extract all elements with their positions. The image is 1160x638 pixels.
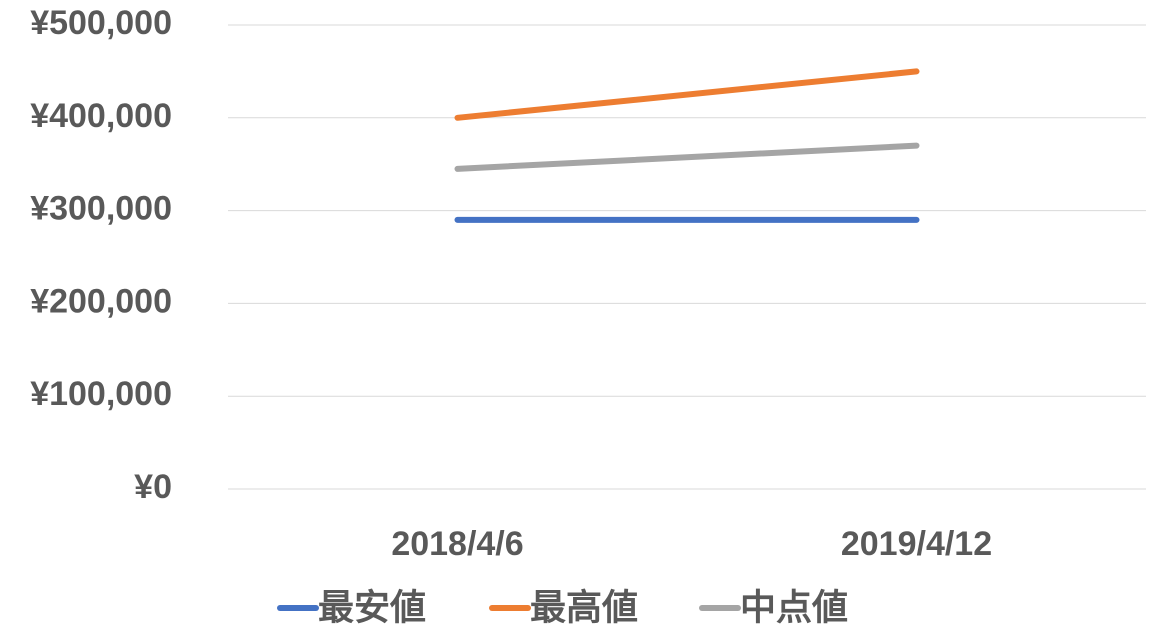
y-tick-label: ¥500,000 (30, 4, 172, 42)
x-tick-label: 2018/4/6 (391, 525, 523, 563)
legend-label: 最高値 (530, 587, 638, 628)
legend-label: 中点値 (740, 587, 848, 628)
x-tick-label: 2019/4/12 (841, 525, 992, 563)
y-tick-label: ¥0 (134, 468, 172, 506)
series-line (454, 142, 920, 172)
y-tick-label: ¥300,000 (30, 190, 172, 228)
series-line (454, 68, 920, 121)
y-tick-label: ¥200,000 (30, 282, 172, 320)
legend-label: 最安値 (318, 587, 426, 628)
y-tick-label: ¥400,000 (30, 97, 172, 135)
y-tick-label: ¥100,000 (30, 375, 172, 413)
